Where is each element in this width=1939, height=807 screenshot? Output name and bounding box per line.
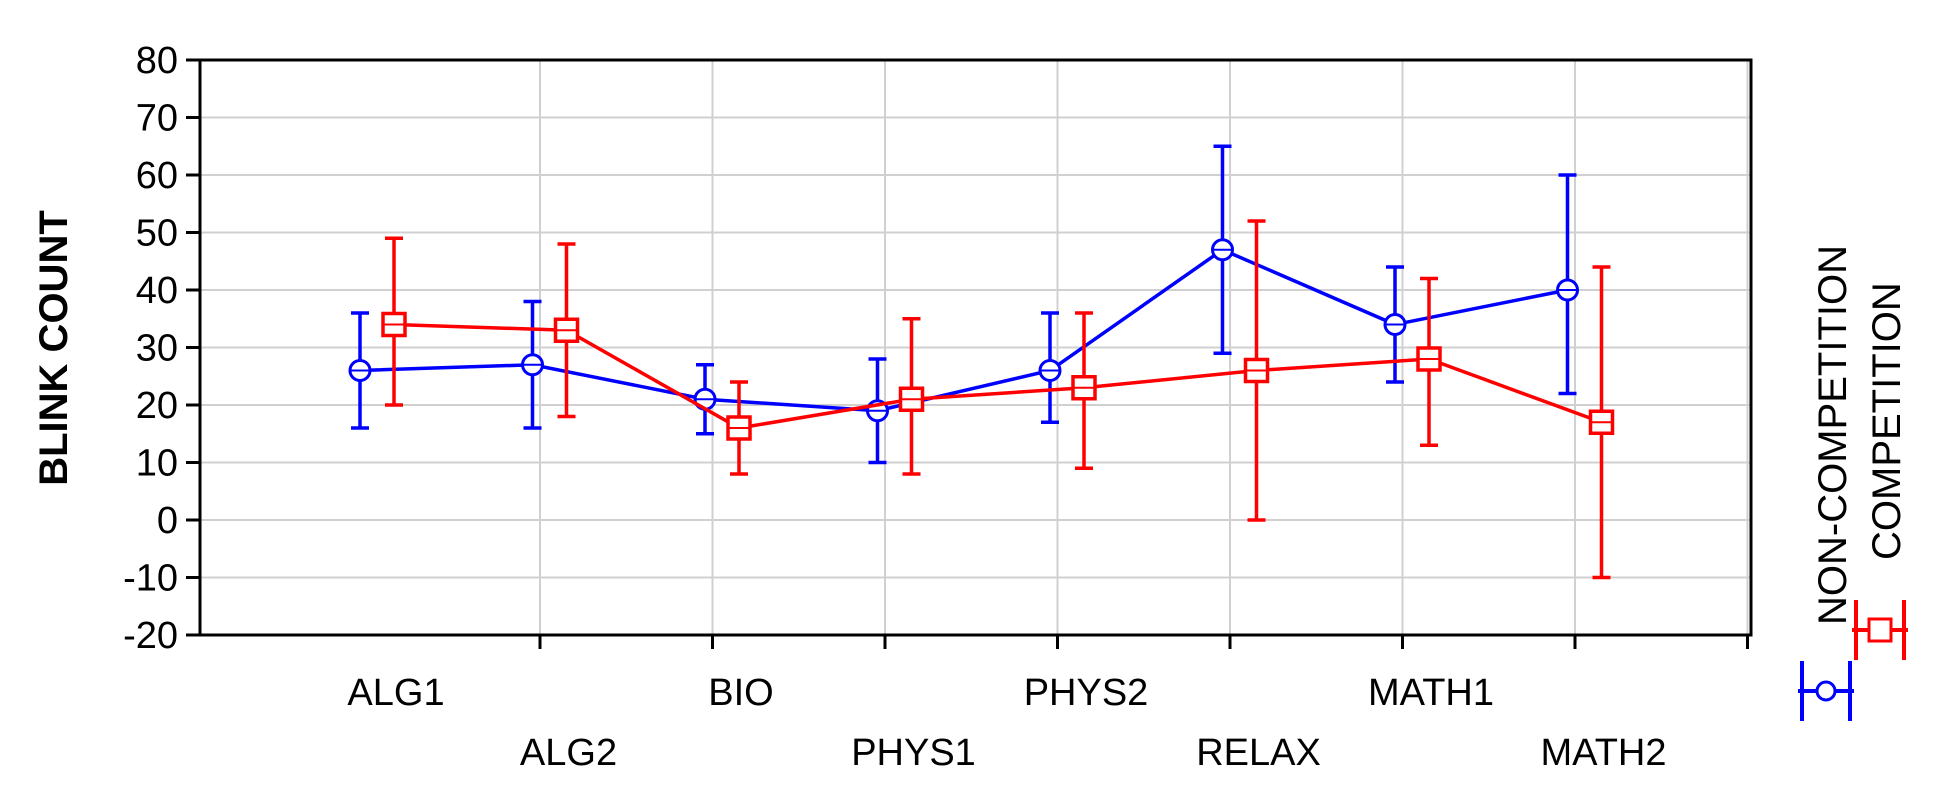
y-tick-label: 60 xyxy=(136,155,178,197)
y-tick-label: 10 xyxy=(136,443,178,485)
legend-item-competition: COMPETITION xyxy=(1852,282,1909,660)
x-tick-label: RELAX xyxy=(1196,732,1321,774)
y-tick-label: 30 xyxy=(136,328,178,370)
legend: NON-COMPETITION COMPETITION xyxy=(1798,245,1909,721)
x-axis-ticks: ALG1 ALG2 BIO PHYS1 PHYS2 RELAX MATH1 MATH2 xyxy=(347,635,1749,774)
y-tick-label: 70 xyxy=(136,98,178,140)
y-tick-label: -20 xyxy=(123,615,178,657)
y-tick-label: 80 xyxy=(136,40,178,82)
y-axis-ticks: 80 70 60 50 40 30 20 10 0 -10 -20 xyxy=(123,40,200,657)
legend-item-non-competition: NON-COMPETITION xyxy=(1798,245,1855,721)
y-tick-label: -10 xyxy=(123,558,178,600)
legend-marker xyxy=(1815,680,1837,702)
x-tick-label: PHYS2 xyxy=(1024,672,1149,714)
legend-marker xyxy=(1867,617,1893,643)
series-line xyxy=(393,322,1603,430)
y-tick-label: 50 xyxy=(136,213,178,255)
x-tick-label: MATH2 xyxy=(1541,732,1667,774)
y-axis-title: BLINK COUNT xyxy=(32,210,76,486)
y-tick-label: 0 xyxy=(157,500,178,542)
legend-label: COMPETITION xyxy=(1865,282,1909,560)
x-tick-label: MATH1 xyxy=(1368,672,1494,714)
x-tick-label: BIO xyxy=(708,672,773,714)
y-tick-label: 20 xyxy=(136,385,178,427)
x-tick-label: PHYS1 xyxy=(851,732,976,774)
x-tick-label: ALG2 xyxy=(520,732,617,774)
series-competition xyxy=(381,219,1615,580)
legend-label: NON-COMPETITION xyxy=(1811,245,1855,625)
x-tick-label: ALG1 xyxy=(347,672,444,714)
y-tick-label: 40 xyxy=(136,270,178,312)
series-line xyxy=(359,247,1568,413)
plot-series xyxy=(348,144,1615,580)
